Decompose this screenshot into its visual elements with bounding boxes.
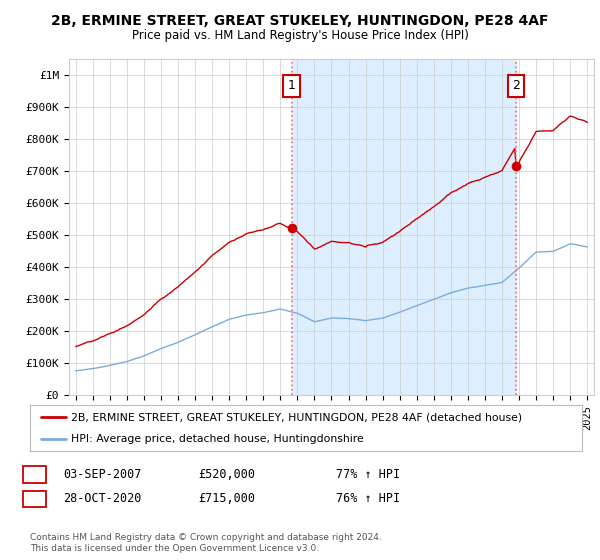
Text: 76% ↑ HPI: 76% ↑ HPI [336, 492, 400, 506]
Text: 2B, ERMINE STREET, GREAT STUKELEY, HUNTINGDON, PE28 4AF (detached house): 2B, ERMINE STREET, GREAT STUKELEY, HUNTI… [71, 412, 523, 422]
Bar [292, 59, 516, 395]
Text: 1: 1 [31, 468, 38, 481]
Text: £520,000: £520,000 [198, 468, 255, 481]
Text: Price paid vs. HM Land Registry's House Price Index (HPI): Price paid vs. HM Land Registry's House … [131, 29, 469, 42]
Text: 03-SEP-2007: 03-SEP-2007 [63, 468, 142, 481]
Text: 1: 1 [288, 79, 296, 92]
Text: Contains HM Land Registry data © Crown copyright and database right 2024.
This d: Contains HM Land Registry data © Crown c… [30, 533, 382, 553]
Text: 77% ↑ HPI: 77% ↑ HPI [336, 468, 400, 481]
Text: 28-OCT-2020: 28-OCT-2020 [63, 492, 142, 506]
Text: £715,000: £715,000 [198, 492, 255, 506]
Text: 2B, ERMINE STREET, GREAT STUKELEY, HUNTINGDON, PE28 4AF: 2B, ERMINE STREET, GREAT STUKELEY, HUNTI… [51, 14, 549, 28]
Text: 2: 2 [31, 492, 38, 506]
Text: HPI: Average price, detached house, Huntingdonshire: HPI: Average price, detached house, Hunt… [71, 435, 364, 444]
Text: 2: 2 [512, 79, 520, 92]
